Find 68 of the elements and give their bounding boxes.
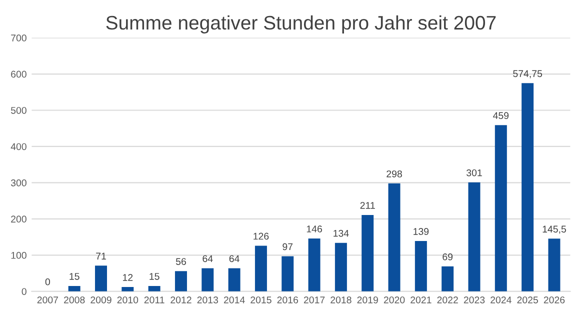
bar [122, 287, 134, 292]
data-label: 97 [282, 243, 293, 250]
data-label: 301 [466, 169, 482, 176]
y-tick-label: 500 [10, 106, 26, 114]
data-label: 298 [386, 170, 402, 178]
bar [228, 268, 240, 292]
data-label: 145,5 [542, 226, 566, 234]
data-label: 12 [122, 274, 133, 281]
data-label: 126 [254, 232, 269, 240]
bar [148, 286, 160, 292]
x-tick-label: 2012 [170, 296, 192, 304]
x-tick-label: 2011 [144, 296, 164, 304]
bar [388, 183, 400, 292]
bar [494, 125, 507, 292]
x-tick-label: 2026 [544, 296, 565, 304]
y-tick-label: 0 [22, 288, 26, 295]
y-tick-label: 600 [11, 70, 26, 78]
bar [548, 238, 560, 292]
data-label: 69 [442, 253, 453, 260]
x-tick-label: 2022 [437, 296, 458, 304]
data-label: 459 [493, 112, 509, 120]
bar [202, 268, 214, 292]
y-tick-label: 700 [11, 34, 26, 42]
data-label: 64 [202, 255, 213, 262]
x-tick-label: 2013 [197, 296, 218, 304]
data-label: 139 [414, 228, 429, 235]
bar [68, 286, 80, 292]
x-tick-label: 2010 [117, 296, 138, 304]
bar [95, 266, 107, 292]
y-tick-label: 300 [10, 179, 26, 186]
bar [362, 214, 374, 292]
bar [334, 242, 347, 292]
x-tick-label: 2023 [464, 296, 485, 304]
x-tick-label: 2014 [224, 296, 245, 304]
x-tick-label: 2017 [304, 296, 325, 304]
data-label: 15 [150, 273, 160, 280]
bar [282, 256, 294, 292]
data-label: 211 [360, 202, 375, 209]
chart-title: Summe negativer Stunden pro Jahr seit 2007 [106, 15, 496, 34]
bar [442, 266, 454, 292]
data-label: 0 [45, 278, 50, 286]
y-tick-label: 100 [11, 252, 26, 259]
x-tick-label: 2007 [37, 296, 58, 304]
x-tick-label: 2020 [384, 296, 405, 304]
x-tick-label: 2025 [517, 296, 538, 304]
bar [414, 241, 427, 292]
x-tick-label: 2021 [410, 296, 432, 304]
bar [308, 238, 320, 292]
y-tick-label: 200 [11, 216, 26, 223]
x-tick-label: 2018 [330, 296, 352, 304]
bar [522, 83, 534, 292]
data-label: 15 [70, 273, 80, 280]
x-tick-label: 2024 [490, 296, 512, 304]
data-label: 71 [96, 252, 106, 260]
x-tick-label: 2009 [90, 296, 112, 304]
bar [468, 182, 480, 292]
x-tick-label: 2015 [250, 296, 272, 304]
data-label: 574,75 [513, 70, 542, 78]
x-tick-label: 2016 [277, 296, 298, 304]
x-tick-label: 2008 [64, 296, 85, 304]
data-label: 64 [229, 255, 240, 262]
y-tick-label: 400 [10, 143, 26, 150]
bar [174, 271, 187, 292]
data-label: 56 [176, 258, 186, 265]
x-tick-label: 2019 [357, 296, 378, 304]
data-label: 146 [306, 226, 322, 232]
bar [254, 246, 267, 292]
data-label: 134 [334, 230, 349, 237]
